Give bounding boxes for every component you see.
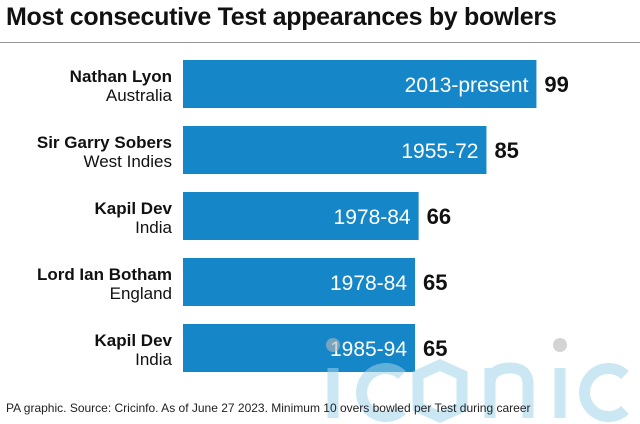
value-label: 99 bbox=[544, 72, 568, 97]
period-label: 1978-84 bbox=[334, 206, 411, 229]
period-label: 1985-94 bbox=[330, 338, 407, 361]
bowler-name-label: Sir Garry Sobers bbox=[37, 133, 172, 152]
value-label: 65 bbox=[423, 270, 447, 295]
country-label: India bbox=[135, 350, 172, 369]
chart-title: Most consecutive Test appearances by bow… bbox=[6, 3, 557, 31]
bar-5 bbox=[183, 324, 416, 372]
bar-1 bbox=[183, 60, 537, 108]
bar-3 bbox=[183, 192, 419, 240]
bowler-name-label: Kapil Dev bbox=[95, 199, 173, 218]
value-label: 85 bbox=[494, 138, 518, 163]
period-label: 2013-present bbox=[405, 74, 529, 97]
title-divider bbox=[0, 42, 640, 43]
bar-4 bbox=[183, 258, 416, 306]
value-label: 65 bbox=[423, 336, 447, 361]
period-label: 1978-84 bbox=[330, 272, 407, 295]
bowler-name-label: Nathan Lyon bbox=[70, 67, 172, 86]
bowler-name-label: Lord Ian Botham bbox=[37, 265, 172, 284]
bowler-name-label: Kapil Dev bbox=[95, 331, 173, 350]
country-label: West Indies bbox=[83, 152, 172, 171]
bar-2 bbox=[183, 126, 487, 174]
iconic-watermark bbox=[326, 338, 629, 424]
value-label: 66 bbox=[427, 204, 451, 229]
source-note: PA graphic. Source: Cricinfo. As of June… bbox=[6, 401, 531, 415]
period-label: 1955-72 bbox=[401, 140, 478, 163]
country-label: Australia bbox=[106, 86, 173, 105]
country-label: England bbox=[110, 284, 172, 303]
country-label: India bbox=[135, 218, 172, 237]
